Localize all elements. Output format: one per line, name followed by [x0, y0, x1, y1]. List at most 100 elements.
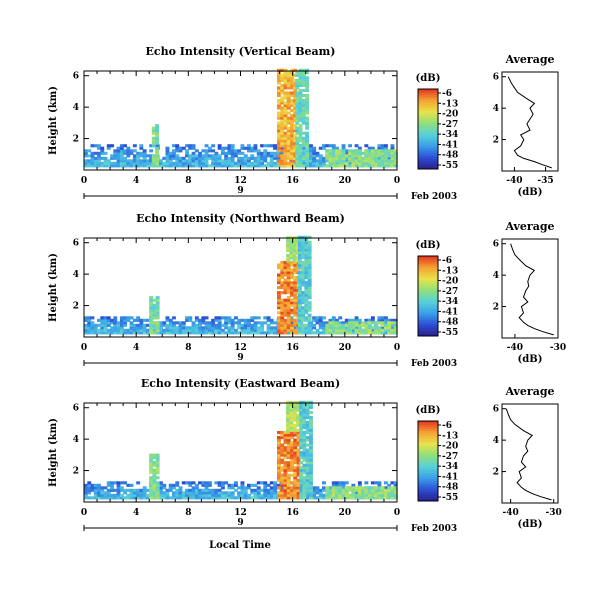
colorbar-segment: [418, 159, 438, 162]
heatmap-cell: [307, 268, 312, 272]
heatmap-cell: [293, 296, 298, 300]
heatmap-cell: [305, 81, 309, 85]
heatmap-cell: [119, 144, 124, 148]
heatmap-cell: [299, 403, 304, 407]
heatmap-cell: [93, 488, 98, 492]
heatmap-cell: [286, 134, 291, 138]
heatmap-cell: [328, 488, 333, 492]
heatmap-cell: [129, 491, 134, 495]
heatmap-cell: [331, 493, 336, 497]
heatmap-cell: [298, 96, 303, 100]
heatmap-cell: [295, 141, 300, 145]
colorbar-segment: [418, 318, 438, 321]
heatmap-cell: [309, 425, 313, 429]
heatmap-cell: [298, 68, 303, 72]
heatmap-cell: [286, 91, 291, 95]
heatmap-cell: [100, 328, 105, 332]
heatmap-cell: [301, 149, 306, 153]
heatmap-cell: [370, 316, 375, 320]
heatmap-cell: [301, 318, 305, 322]
heatmap-cell: [302, 438, 307, 442]
heatmap-cell: [247, 326, 251, 330]
heatmap-cell: [367, 318, 372, 322]
heatmap-cell: [151, 154, 156, 158]
heatmap-cell: [335, 323, 339, 327]
heatmap-cell: [126, 496, 131, 500]
heatmap-cell: [374, 493, 379, 497]
heatmap-cell: [286, 441, 291, 445]
y-tick-label: 6: [73, 239, 79, 249]
heatmap-cell: [364, 323, 369, 327]
heatmap-cell: [263, 151, 268, 155]
heatmap-cell: [280, 88, 285, 92]
heatmap-cell: [299, 468, 304, 472]
heatmap-cell: [344, 331, 349, 335]
heatmap-cell: [296, 468, 301, 472]
heatmap-cell: [168, 161, 173, 165]
heatmap-cell: [348, 149, 352, 153]
heatmap-cell: [377, 144, 382, 148]
heatmap-cell: [283, 96, 288, 100]
heatmap-cell: [305, 151, 309, 155]
heatmap-cell: [266, 488, 271, 492]
heatmap-cell: [283, 141, 288, 145]
heatmap-cell: [301, 139, 306, 143]
heatmap-cell: [260, 331, 264, 335]
heatmap-cell: [162, 491, 167, 495]
heatmap-cell: [290, 301, 294, 305]
heatmap-cell: [301, 164, 306, 168]
heatmap-cell: [280, 306, 285, 310]
heatmap-cell: [331, 159, 336, 163]
heatmap-cell: [224, 481, 229, 485]
heatmap-cell: [301, 111, 306, 115]
heatmap-cell: [126, 161, 131, 165]
heatmap-cell: [84, 488, 88, 492]
heatmap-cell: [286, 303, 291, 307]
heatmap-cell: [331, 164, 336, 168]
colorbar-segment: [418, 465, 438, 468]
heatmap-cell: [301, 78, 306, 82]
heatmap-cell: [194, 491, 199, 495]
heatmap-cell: [301, 154, 306, 158]
heatmap-cell: [286, 241, 290, 245]
heatmap-cell: [280, 154, 285, 158]
heatmap-cell: [315, 159, 320, 163]
heatmap-cell: [387, 328, 392, 332]
heatmap-cell: [240, 483, 245, 487]
heatmap-cell: [298, 81, 303, 85]
heatmap-cell: [305, 88, 309, 92]
heatmap-cell: [188, 161, 193, 165]
heatmap-cell: [295, 109, 300, 113]
heatmap-cell: [250, 164, 255, 168]
colorbar-frame: [417, 255, 439, 337]
heatmap-cell: [307, 260, 312, 264]
heatmap-cell: [309, 431, 313, 435]
heatmap-cell: [296, 441, 301, 445]
heatmap-cell: [106, 483, 111, 487]
heatmap-cell: [335, 154, 339, 158]
heatmap-cell: [116, 146, 121, 150]
heatmap-cell: [139, 321, 144, 325]
colorbar-segment: [418, 272, 438, 275]
heatmap-cell: [116, 486, 121, 490]
colorbar-segment: [418, 328, 438, 331]
heatmap-cell: [292, 426, 297, 430]
heatmap-cell: [297, 323, 302, 327]
heatmap-cell: [277, 463, 281, 467]
heatmap-cell: [224, 318, 229, 322]
heatmap-cell: [295, 96, 300, 100]
heatmap-cell: [145, 318, 150, 322]
heatmap-cell: [312, 331, 317, 335]
heatmap-cell: [277, 149, 281, 153]
x-tick-label: 0: [81, 176, 87, 186]
heatmap-cell: [266, 331, 271, 335]
heatmap-cell: [188, 318, 193, 322]
colorbar-segment: [418, 274, 438, 277]
heatmap-cell: [295, 129, 300, 133]
heatmap-cell: [344, 161, 349, 165]
heatmap-cell: [286, 488, 291, 492]
heatmap-cell: [155, 131, 159, 135]
heatmap-cell: [136, 161, 141, 165]
heatmap-cell: [260, 496, 264, 500]
average-x-tick-label: -35: [537, 176, 553, 186]
